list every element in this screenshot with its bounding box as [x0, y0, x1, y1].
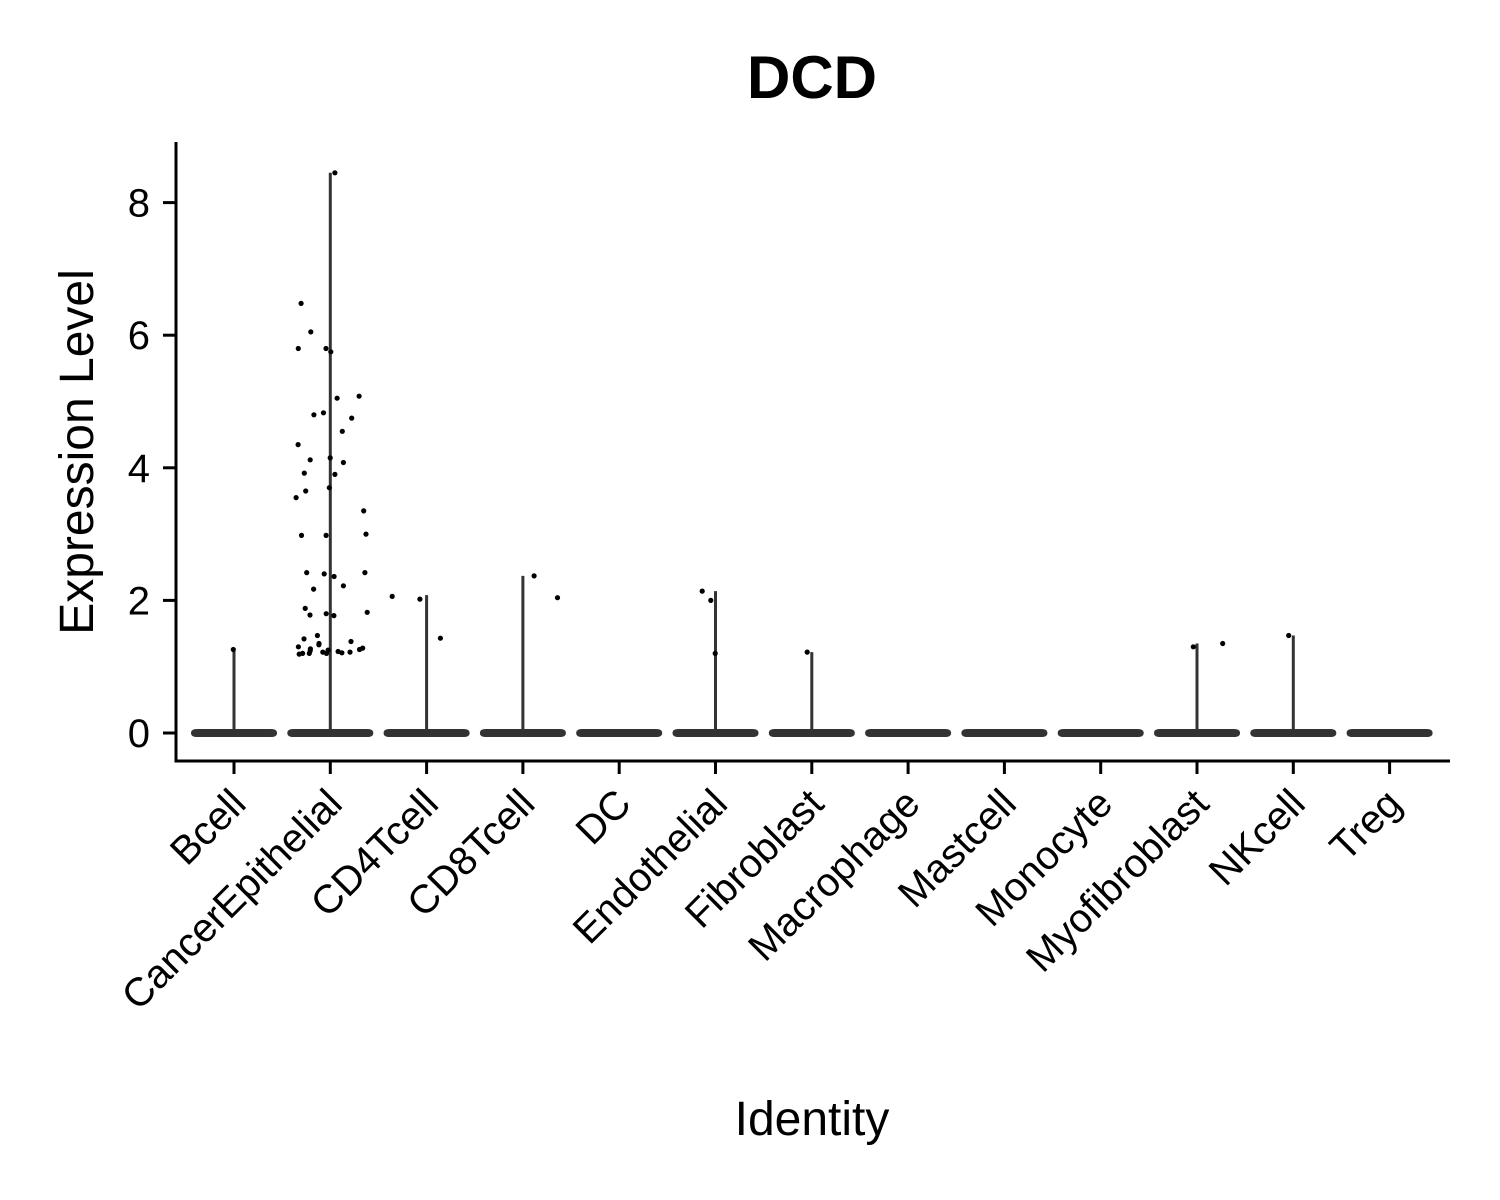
violin-group: [191, 172, 1433, 737]
x-axis-title: Identity: [735, 1093, 890, 1146]
x-tick-label: NKcell: [1201, 781, 1314, 894]
data-point: [298, 532, 305, 539]
data-point: [804, 649, 810, 655]
data-point: [364, 609, 370, 615]
data-point: [301, 636, 307, 642]
data-point: [349, 415, 355, 421]
y-tick-label: 8: [128, 182, 150, 226]
data-point: [356, 646, 363, 653]
data-point: [389, 593, 395, 600]
violin-base: [961, 729, 1048, 737]
data-point: [323, 532, 329, 539]
data-point: [417, 596, 423, 602]
data-point: [332, 471, 338, 477]
data-point: [347, 649, 353, 655]
violin-base: [576, 729, 663, 737]
data-point: [323, 345, 329, 352]
data-point: [348, 638, 354, 645]
data-point: [321, 571, 327, 577]
data-point: [307, 457, 313, 463]
data-point: [332, 170, 338, 176]
data-point: [302, 605, 308, 612]
jitter-points: [230, 170, 1292, 657]
data-point: [339, 428, 345, 434]
data-point: [295, 442, 301, 448]
violin-base: [1346, 729, 1433, 737]
data-point: [298, 300, 304, 306]
violin-base: [865, 729, 952, 737]
data-point: [295, 345, 301, 352]
y-tick-label: 6: [128, 314, 150, 358]
data-point: [311, 412, 317, 418]
data-point: [293, 495, 299, 501]
data-point: [320, 410, 327, 416]
data-point: [331, 613, 337, 619]
data-point: [361, 508, 367, 514]
violin-base: [1057, 729, 1144, 737]
data-point: [437, 635, 443, 641]
x-tick-label: Treg: [1322, 781, 1410, 869]
data-point: [326, 485, 332, 491]
data-point: [316, 642, 322, 648]
data-point: [304, 570, 310, 576]
data-point: [334, 395, 340, 401]
y-axis-title: Expression Level: [51, 269, 104, 635]
data-point: [296, 651, 302, 657]
data-point: [303, 488, 309, 494]
data-point: [1286, 632, 1292, 639]
data-point: [331, 573, 337, 580]
y-tick-label: 4: [128, 447, 150, 491]
data-point: [340, 583, 346, 589]
data-point: [1190, 644, 1196, 650]
y-tick-label: 0: [128, 712, 150, 756]
x-tick-label: DC: [568, 781, 640, 853]
y-axis-ticks: 0 2 4 6 8: [128, 182, 176, 756]
data-point: [230, 646, 236, 653]
data-point: [323, 650, 330, 657]
data-point: [307, 612, 313, 618]
data-point: [712, 650, 718, 657]
data-point: [708, 597, 714, 604]
data-point: [363, 531, 369, 537]
data-point: [699, 588, 705, 594]
data-point: [531, 573, 537, 579]
data-point: [554, 595, 561, 601]
data-point: [308, 329, 314, 335]
data-point: [301, 470, 307, 476]
data-point: [311, 586, 317, 592]
data-point: [340, 459, 346, 466]
data-point: [314, 632, 320, 639]
data-point: [339, 650, 345, 656]
data-point: [306, 650, 312, 657]
y-tick-label: 2: [128, 579, 150, 623]
data-point: [362, 570, 368, 576]
data-point: [1220, 640, 1226, 647]
data-point: [328, 349, 334, 355]
data-point: [323, 611, 329, 617]
data-point: [295, 644, 301, 650]
data-point: [356, 393, 362, 399]
chart-title: DCD: [747, 44, 877, 111]
data-point: [327, 455, 333, 461]
